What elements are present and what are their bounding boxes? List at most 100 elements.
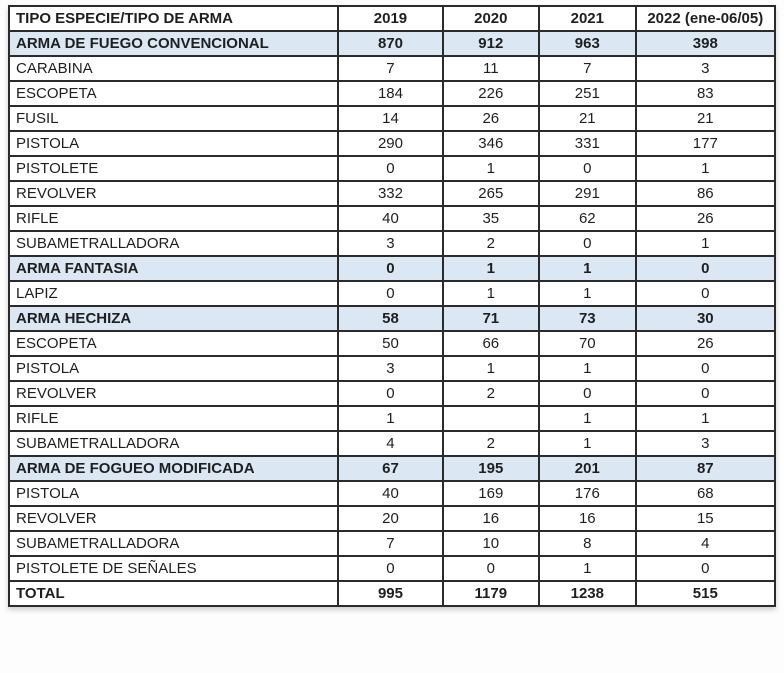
value-cell: 346	[441, 130, 541, 157]
column-header-2020: 2020	[441, 5, 541, 32]
item-row: ESCOPETA 184 226 251 83	[7, 80, 777, 107]
item-row: FUSIL 14 26 21 21	[7, 105, 777, 132]
row-label-cell: PISTOLA	[7, 480, 340, 507]
item-row: PISTOLA 40 169 176 68	[7, 480, 777, 507]
row-label-cell: REVOLVER	[7, 380, 340, 407]
value-cell: 0	[538, 155, 637, 182]
item-row: SUBAMETRALLADORA 7 10 8 4	[7, 530, 777, 557]
value-cell: 291	[538, 180, 637, 207]
value-cell: 15	[634, 505, 777, 532]
value-cell: 2	[441, 380, 541, 407]
row-label-cell: SUBAMETRALLADORA	[7, 230, 340, 257]
value-cell: 0	[634, 380, 777, 407]
value-cell: 26	[441, 105, 541, 132]
value-cell: 30	[634, 305, 777, 332]
value-cell: 35	[441, 205, 541, 232]
row-label-cell: FUSIL	[7, 105, 340, 132]
value-cell: 73	[538, 305, 637, 332]
row-label-cell: SUBAMETRALLADORA	[7, 530, 340, 557]
value-cell: 16	[538, 505, 637, 532]
section-row: ARMA FANTASIA 0 1 1 0	[7, 255, 777, 282]
value-cell: 26	[634, 330, 777, 357]
value-cell: 177	[634, 130, 777, 157]
value-cell: 58	[337, 305, 444, 332]
value-cell: 7	[337, 530, 444, 557]
item-row: RIFLE 1 1 1	[7, 405, 777, 432]
value-cell: 62	[538, 205, 637, 232]
value-cell: 290	[337, 130, 444, 157]
row-label-cell: ESCOPETA	[7, 330, 340, 357]
value-cell: 184	[337, 80, 444, 107]
value-cell: 870	[337, 30, 444, 57]
item-row: LAPIZ 0 1 1 0	[7, 280, 777, 307]
item-row: REVOLVER 0 2 0 0	[7, 380, 777, 407]
value-cell: 3	[634, 55, 777, 82]
value-cell: 14	[337, 105, 444, 132]
value-cell: 0	[337, 255, 444, 282]
row-label-cell: CARABINA	[7, 55, 340, 82]
row-label-cell: LAPIZ	[7, 280, 340, 307]
row-label-cell: ARMA HECHIZA	[7, 305, 340, 332]
value-cell: 68	[634, 480, 777, 507]
value-cell: 1	[441, 155, 541, 182]
value-cell: 1	[441, 355, 541, 382]
value-cell: 0	[634, 555, 777, 582]
value-cell: 3	[337, 355, 444, 382]
value-cell: 0	[337, 380, 444, 407]
value-cell: 1238	[538, 580, 637, 607]
item-row: RIFLE 40 35 62 26	[7, 205, 777, 232]
value-cell: 10	[441, 530, 541, 557]
item-row: SUBAMETRALLADORA 4 2 1 3	[7, 430, 777, 457]
value-cell: 912	[441, 30, 541, 57]
value-cell: 70	[538, 330, 637, 357]
value-cell: 83	[634, 80, 777, 107]
value-cell: 21	[538, 105, 637, 132]
value-cell: 7	[538, 55, 637, 82]
value-cell: 86	[634, 180, 777, 207]
item-row: REVOLVER 332 265 291 86	[7, 180, 777, 207]
value-cell: 0	[634, 280, 777, 307]
item-row: PISTOLETE DE SEÑALES 0 0 1 0	[7, 555, 777, 582]
item-row: PISTOLA 3 1 1 0	[7, 355, 777, 382]
section-row: ARMA HECHIZA 58 71 73 30	[7, 305, 777, 332]
value-cell: 0	[337, 155, 444, 182]
total-row: TOTAL 995 1179 1238 515	[7, 580, 777, 607]
item-row: CARABINA 7 11 7 3	[7, 55, 777, 82]
item-row: REVOLVER 20 16 16 15	[7, 505, 777, 532]
value-cell: 16	[441, 505, 541, 532]
value-cell: 1	[538, 280, 637, 307]
table-header-row: TIPO ESPECIE/TIPO DE ARMA 2019 2020 2021…	[7, 5, 777, 32]
value-cell: 195	[441, 455, 541, 482]
item-row: PISTOLETE 0 1 0 1	[7, 155, 777, 182]
value-cell: 67	[337, 455, 444, 482]
value-cell: 8	[538, 530, 637, 557]
value-cell: 398	[634, 30, 777, 57]
value-cell: 0	[634, 355, 777, 382]
value-cell: 1	[634, 230, 777, 257]
row-label-cell: ARMA DE FOGUEO MODIFICADA	[7, 455, 340, 482]
item-row: SUBAMETRALLADORA 3 2 0 1	[7, 230, 777, 257]
value-cell: 40	[337, 205, 444, 232]
row-label-cell: ARMA FANTASIA	[7, 255, 340, 282]
value-cell: 1179	[441, 580, 541, 607]
value-cell: 1	[538, 355, 637, 382]
value-cell: 1	[538, 430, 637, 457]
section-row: ARMA DE FUEGO CONVENCIONAL 870 912 963 398	[7, 30, 777, 57]
item-row: PISTOLA 290 346 331 177	[7, 130, 777, 157]
row-label-cell: PISTOLETE DE SEÑALES	[7, 555, 340, 582]
row-label-cell: ARMA DE FUEGO CONVENCIONAL	[7, 30, 340, 57]
value-cell: 0	[337, 280, 444, 307]
value-cell: 50	[337, 330, 444, 357]
value-cell: 11	[441, 55, 541, 82]
row-label-cell: PISTOLA	[7, 355, 340, 382]
value-cell: 2	[441, 230, 541, 257]
value-cell: 3	[337, 230, 444, 257]
value-cell: 66	[441, 330, 541, 357]
value-cell: 0	[337, 555, 444, 582]
weapons-statistics-table: TIPO ESPECIE/TIPO DE ARMA 2019 2020 2021…	[7, 5, 777, 607]
row-label-cell: TOTAL	[7, 580, 340, 607]
row-label-cell: RIFLE	[7, 405, 340, 432]
value-cell: 963	[538, 30, 637, 57]
value-cell: 0	[634, 255, 777, 282]
column-header-2019: 2019	[337, 5, 444, 32]
